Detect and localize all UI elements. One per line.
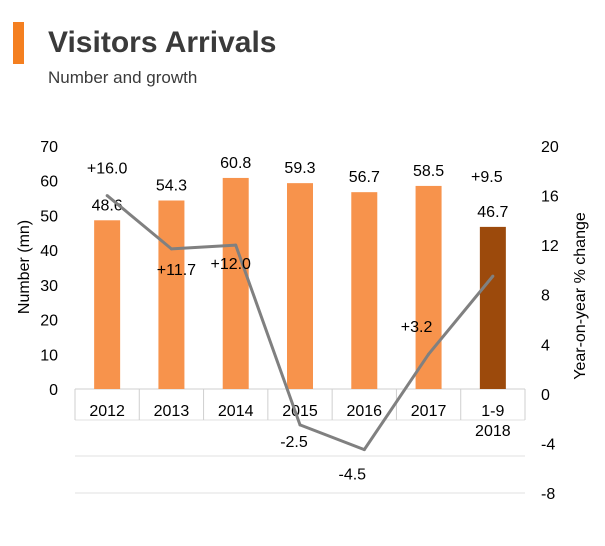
- bar: [479, 226, 506, 389]
- bar: [351, 192, 378, 389]
- left-y-tick-label: 30: [40, 278, 58, 295]
- growth-point: [298, 423, 302, 427]
- right-y-tick-label: -8: [541, 486, 555, 503]
- x-tick-label: 2013: [154, 403, 190, 420]
- bar-value-label: 54.3: [156, 178, 187, 195]
- growth-value-label: +9.5: [471, 169, 503, 186]
- x-tick-label: 1-9: [481, 403, 504, 420]
- x-tick-label: 2015: [282, 403, 318, 420]
- growth-point: [234, 243, 238, 247]
- growth-value-label: +12.0: [210, 256, 251, 273]
- growth-value-label: -2.5: [280, 434, 308, 451]
- growth-value-label: +16.0: [87, 161, 128, 178]
- right-y-tick-label: 8: [541, 288, 550, 305]
- right-y-tick-label: 0: [541, 387, 550, 404]
- bar: [287, 183, 313, 389]
- growth-value-label: +3.2: [401, 319, 433, 336]
- chart-title: Visitors Arrivals: [48, 26, 277, 59]
- bar: [158, 200, 185, 389]
- x-tick-label: 2012: [89, 403, 125, 420]
- growth-point: [427, 352, 431, 356]
- right-y-axis-title: Year-on-year % change: [572, 212, 589, 380]
- left-y-axis-title: Number (mn): [16, 220, 33, 314]
- growth-point: [362, 448, 366, 452]
- x-tick-label: 2016: [346, 403, 382, 420]
- bar-value-label: 46.7: [477, 204, 508, 221]
- left-y-tick-label: 20: [40, 313, 58, 330]
- right-y-tick-label: 20: [541, 139, 559, 156]
- growth-point: [491, 274, 495, 278]
- x-tick-label: 2018: [475, 423, 511, 440]
- bar: [415, 185, 442, 389]
- x-tick-label: 2014: [218, 403, 254, 420]
- growth-value-label: -4.5: [338, 467, 366, 484]
- right-y-tick-label: 12: [541, 238, 559, 255]
- growth-value-label: +11.7: [157, 262, 196, 279]
- left-y-tick-label: 50: [40, 208, 58, 225]
- bar: [94, 220, 121, 389]
- left-y-tick-label: 60: [40, 174, 58, 191]
- chart-subtitle: Number and growth: [48, 68, 198, 87]
- right-y-tick-label: 4: [541, 337, 550, 354]
- right-y-tick-label: -4: [541, 436, 555, 453]
- right-y-tick-label: 16: [541, 189, 559, 206]
- left-y-tick-label: 40: [40, 243, 58, 260]
- bar-value-label: 60.8: [220, 155, 251, 172]
- title-accent-bar: [13, 22, 24, 64]
- left-y-tick-label: 10: [40, 347, 58, 364]
- bar-value-label: 56.7: [349, 169, 380, 186]
- left-y-tick-label: 0: [49, 382, 58, 399]
- growth-point: [169, 247, 173, 251]
- x-tick-label: 2017: [411, 403, 447, 420]
- left-y-tick-label: 70: [40, 139, 58, 156]
- bar: [222, 177, 249, 389]
- bar-value-label: 59.3: [284, 160, 315, 177]
- bar-value-label: 58.5: [413, 163, 444, 180]
- growth-point: [105, 194, 109, 198]
